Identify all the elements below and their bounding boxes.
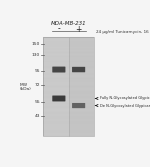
Text: 150: 150 (32, 42, 40, 46)
Text: De N-Glycosylated Glypican 1: De N-Glycosylated Glypican 1 (100, 104, 150, 108)
Text: -: - (57, 25, 60, 34)
Text: 130: 130 (32, 53, 40, 57)
Text: 43: 43 (35, 115, 40, 118)
Text: 24 µg/ml Tunicamycin, 16 hr: 24 µg/ml Tunicamycin, 16 hr (96, 30, 150, 34)
FancyBboxPatch shape (72, 103, 85, 108)
FancyBboxPatch shape (52, 67, 65, 72)
Bar (43, 37, 69, 136)
Text: Fully N-Glycosylated Glypican 1: Fully N-Glycosylated Glypican 1 (100, 97, 150, 101)
Text: 72: 72 (35, 83, 40, 87)
Text: MDA-MB-231: MDA-MB-231 (51, 21, 87, 26)
Bar (69, 37, 94, 136)
Bar (43, 37, 94, 136)
Text: MW
(kDa): MW (kDa) (19, 83, 31, 91)
FancyBboxPatch shape (52, 96, 65, 101)
Text: 55: 55 (34, 100, 40, 104)
FancyBboxPatch shape (72, 67, 85, 72)
Text: 95: 95 (35, 69, 40, 73)
Text: +: + (75, 25, 82, 34)
